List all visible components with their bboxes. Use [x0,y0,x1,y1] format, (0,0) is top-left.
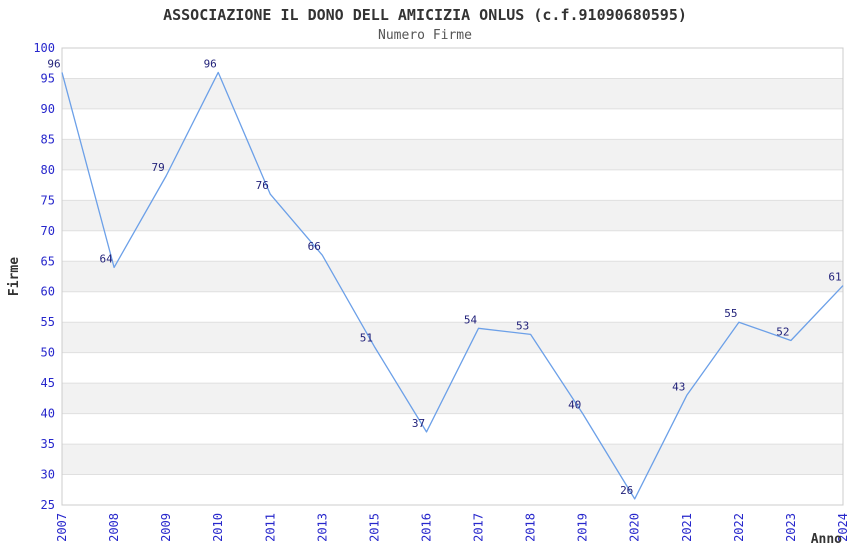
y-tick-label: 70 [41,224,55,238]
y-axis-title: Firme [7,257,22,296]
x-tick-label: 2008 [107,513,121,542]
x-tick-label: 2021 [680,513,694,542]
y-tick-label: 80 [41,163,55,177]
x-tick-label: 2009 [159,513,173,542]
x-tick-label: 2020 [628,513,642,542]
point-label: 54 [464,313,478,326]
chart-title: ASSOCIAZIONE IL DONO DELL AMICIZIA ONLUS… [163,6,687,24]
point-label: 52 [776,326,789,339]
grid-band [62,444,843,475]
x-tick-label: 2022 [732,513,746,542]
y-tick-label: 85 [41,132,55,146]
point-label: 96 [47,57,60,70]
y-tick-label: 65 [41,254,55,268]
grid-band [62,322,843,353]
grid-band [62,261,843,292]
grid-band [62,78,843,109]
point-label: 66 [308,240,321,253]
x-tick-label: 2010 [211,513,225,542]
y-tick-label: 60 [41,285,55,299]
point-label: 51 [360,332,373,345]
plot-border [61,47,844,506]
y-tick-label: 40 [41,407,55,421]
series-line [61,71,844,500]
x-tick-label: 2018 [524,513,538,542]
x-axis-title: Anno [811,532,842,547]
x-tick-label: 2023 [784,513,798,542]
grid-band [62,200,843,231]
y-tick-label: 35 [41,437,55,451]
point-label: 26 [620,484,633,497]
x-tick-label: 2013 [315,513,329,542]
point-label: 61 [828,271,841,284]
y-tick-label: 100 [33,41,55,55]
y-tick-label: 75 [41,193,55,207]
point-label: 76 [256,179,269,192]
y-tick-label: 55 [41,315,55,329]
point-label: 40 [568,399,581,412]
grid-band [62,383,843,414]
point-label: 53 [516,319,529,332]
chart-subtitle: Numero Firme [378,28,472,43]
x-tick-label: 2017 [472,513,486,542]
point-label: 37 [412,417,425,430]
x-tick-label: 2019 [576,513,590,542]
point-label: 79 [151,161,164,174]
point-label: 64 [99,252,113,265]
y-tick-label: 50 [41,346,55,360]
x-tick-label: 2016 [419,513,433,542]
y-tick-label: 95 [41,71,55,85]
x-tick-label: 2015 [367,513,381,542]
y-tick-label: 25 [41,498,55,512]
x-tick-label: 2011 [263,513,277,542]
x-tick-label: 2024 [836,513,850,542]
y-tick-label: 45 [41,376,55,390]
x-tick-label: 2007 [55,513,69,542]
point-label: 96 [204,57,217,70]
y-tick-label: 30 [41,468,55,482]
point-label: 55 [724,307,737,320]
point-label: 43 [672,380,685,393]
y-tick-label: 90 [41,102,55,116]
grid-band [62,139,843,170]
